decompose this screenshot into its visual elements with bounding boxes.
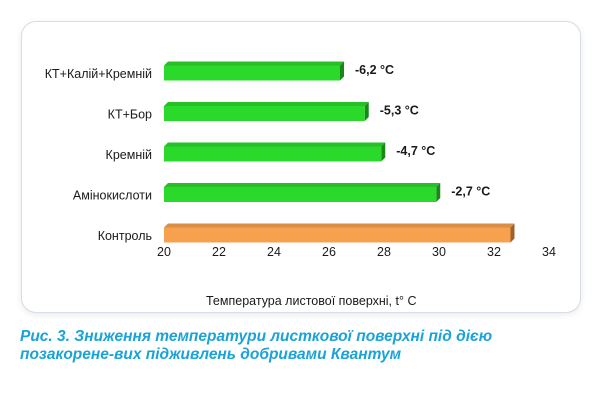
bar-top-face	[164, 142, 386, 147]
x-tick-label: 28	[377, 245, 391, 259]
category-label: Контроль	[98, 229, 152, 243]
bar-1	[164, 102, 369, 121]
bar-chart: КТ+Калій+Кремній -6,2 °C КТ+Бор -5,3 °C Крем…	[45, 61, 556, 308]
labels-layer: КТ+Калій+Кремній -6,2 °C КТ+Бор -5,3 °C Крем…	[45, 63, 491, 243]
x-tick-label: 20	[157, 245, 171, 259]
bar-0	[164, 61, 344, 81]
x-tick-label: 26	[322, 245, 336, 259]
x-axis-ticks: 20 22 24 26 28 30 32 34	[157, 245, 556, 259]
category-label: КТ+Калій+Кремній	[45, 67, 152, 81]
bar-side-face	[340, 61, 344, 81]
bar-top-face	[164, 223, 515, 228]
data-label: -5,3 °C	[380, 104, 419, 118]
bar-top-face	[164, 183, 441, 187]
bar-side-face	[510, 223, 515, 243]
category-label: Амінокислоти	[73, 189, 152, 203]
figure-caption: Рис. 3. Зниження температури листкової п…	[20, 328, 493, 363]
bar-front-face	[164, 187, 437, 202]
x-tick-label: 32	[487, 245, 501, 259]
bar-front-face	[164, 65, 340, 81]
x-tick-label: 30	[432, 245, 446, 259]
bar-2	[164, 142, 386, 162]
bar-side-face	[364, 102, 369, 121]
category-label: Кремній	[106, 148, 152, 162]
bar-side-face	[381, 142, 386, 162]
bar-top-face	[164, 61, 344, 66]
bars-layer	[164, 61, 515, 243]
x-tick-label: 24	[267, 245, 281, 259]
bar-front-face	[164, 146, 382, 162]
x-tick-label: 22	[212, 245, 226, 259]
category-label: КТ+Бор	[108, 108, 152, 122]
x-tick-label: 34	[542, 245, 556, 259]
data-label: -2,7 °C	[451, 185, 490, 199]
bar-front-face	[164, 227, 511, 243]
data-label: -4,7 °C	[396, 144, 435, 158]
bar-3	[164, 183, 441, 202]
bar-4	[164, 223, 515, 243]
bar-top-face	[164, 102, 369, 106]
bar-front-face	[164, 106, 365, 121]
data-label: -6,2 °C	[355, 63, 394, 77]
bar-side-face	[436, 183, 441, 202]
x-axis-title: Температура листової поверхні, t° C	[206, 294, 416, 308]
